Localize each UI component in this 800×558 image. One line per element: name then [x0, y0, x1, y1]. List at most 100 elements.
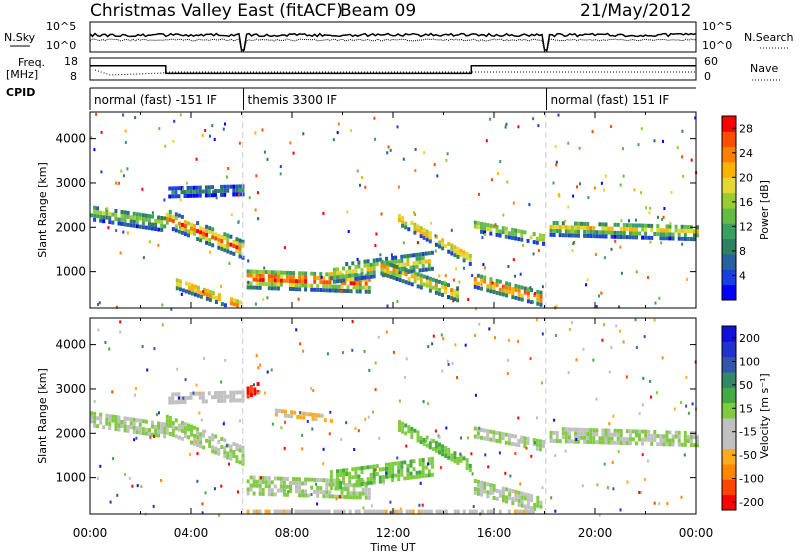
range-cell [334, 494, 338, 499]
range-cell [641, 227, 645, 232]
range-cell [616, 222, 620, 227]
range-cell [367, 277, 371, 282]
range-cell [289, 481, 292, 485]
range-cell [653, 434, 657, 438]
range-cell [486, 509, 490, 514]
range-cell [174, 426, 178, 431]
range-cell [370, 504, 373, 508]
range-cell [410, 282, 414, 287]
range-cell [223, 192, 227, 197]
range-cell [155, 413, 158, 417]
noise-tick-left-top: 10^5 [46, 20, 76, 33]
range-cell [319, 272, 323, 277]
range-cell [517, 237, 521, 242]
range-cell [517, 284, 521, 289]
range-cell [220, 390, 224, 395]
range-cell [625, 375, 628, 379]
range-cell [520, 499, 524, 504]
range-cell [601, 428, 605, 433]
range-cell [141, 225, 145, 230]
range-cell [468, 253, 472, 258]
range-cell [492, 224, 496, 229]
range-cell [248, 196, 251, 200]
range-cell [405, 444, 408, 448]
range-cell [575, 358, 578, 362]
range-cell [445, 426, 448, 430]
range-cell [366, 271, 370, 276]
range-cell [474, 333, 477, 337]
range-cell [517, 125, 520, 129]
range-cell [177, 221, 181, 226]
range-cell [223, 232, 227, 237]
range-cell [223, 244, 227, 249]
range-cell [394, 255, 398, 260]
range-cell [542, 233, 545, 238]
range-cell [255, 354, 258, 358]
range-cell [492, 438, 496, 443]
range-cell [363, 481, 367, 486]
range-cell [526, 238, 530, 243]
range-cell [432, 334, 435, 338]
range-cell [298, 271, 302, 276]
range-cell [322, 211, 325, 215]
range-cell [309, 509, 313, 514]
range-cell [529, 357, 532, 361]
range-cell [398, 420, 401, 424]
range-cell [452, 278, 455, 282]
range-cell [677, 430, 681, 435]
range-cell [295, 328, 298, 332]
range-cell [90, 415, 93, 420]
range-cell [180, 292, 183, 296]
range-cell [656, 434, 660, 439]
range-cell [93, 423, 97, 428]
range-cell [192, 391, 195, 395]
range-cell [520, 285, 524, 290]
range-cell [400, 472, 404, 477]
range-cell [462, 250, 466, 255]
range-cell [564, 427, 568, 432]
range-cell [307, 283, 311, 288]
range-cell [532, 117, 535, 121]
range-cell [601, 338, 604, 342]
range-cell [367, 495, 371, 500]
range-cell [224, 122, 226, 126]
range-cell [419, 440, 423, 445]
range-cell [419, 281, 423, 286]
range-cell [419, 436, 423, 441]
range-cell [246, 479, 250, 484]
range-cell [554, 454, 557, 458]
range-cell [126, 428, 130, 433]
range-cell [199, 290, 203, 295]
range-cell [226, 175, 228, 179]
range-cell [179, 225, 181, 229]
range-cell [235, 192, 239, 197]
range-cell [538, 439, 542, 444]
range-cell [424, 251, 428, 256]
range-cell [489, 483, 493, 488]
range-cell [407, 277, 411, 282]
range-cell [495, 228, 499, 233]
range-cell [177, 423, 181, 428]
range-cell [444, 454, 448, 458]
range-cell [638, 231, 641, 236]
range-cell [367, 285, 371, 290]
range-cell [589, 234, 593, 238]
range-cell [238, 419, 241, 423]
range-cell [539, 500, 543, 505]
range-cell [616, 436, 620, 441]
colorbar-tick-label: 15 [739, 402, 753, 415]
range-cell [437, 291, 441, 296]
range-cell [284, 420, 287, 424]
range-cell [258, 273, 262, 278]
range-cell [421, 252, 425, 256]
range-cell [424, 473, 428, 478]
range-cell [402, 241, 405, 245]
range-cell [412, 475, 416, 480]
range-cell [476, 273, 480, 278]
range-cell [264, 484, 268, 489]
range-cell [507, 235, 511, 240]
range-cell [478, 483, 481, 487]
range-cell [601, 230, 605, 235]
range-cell [290, 410, 294, 415]
